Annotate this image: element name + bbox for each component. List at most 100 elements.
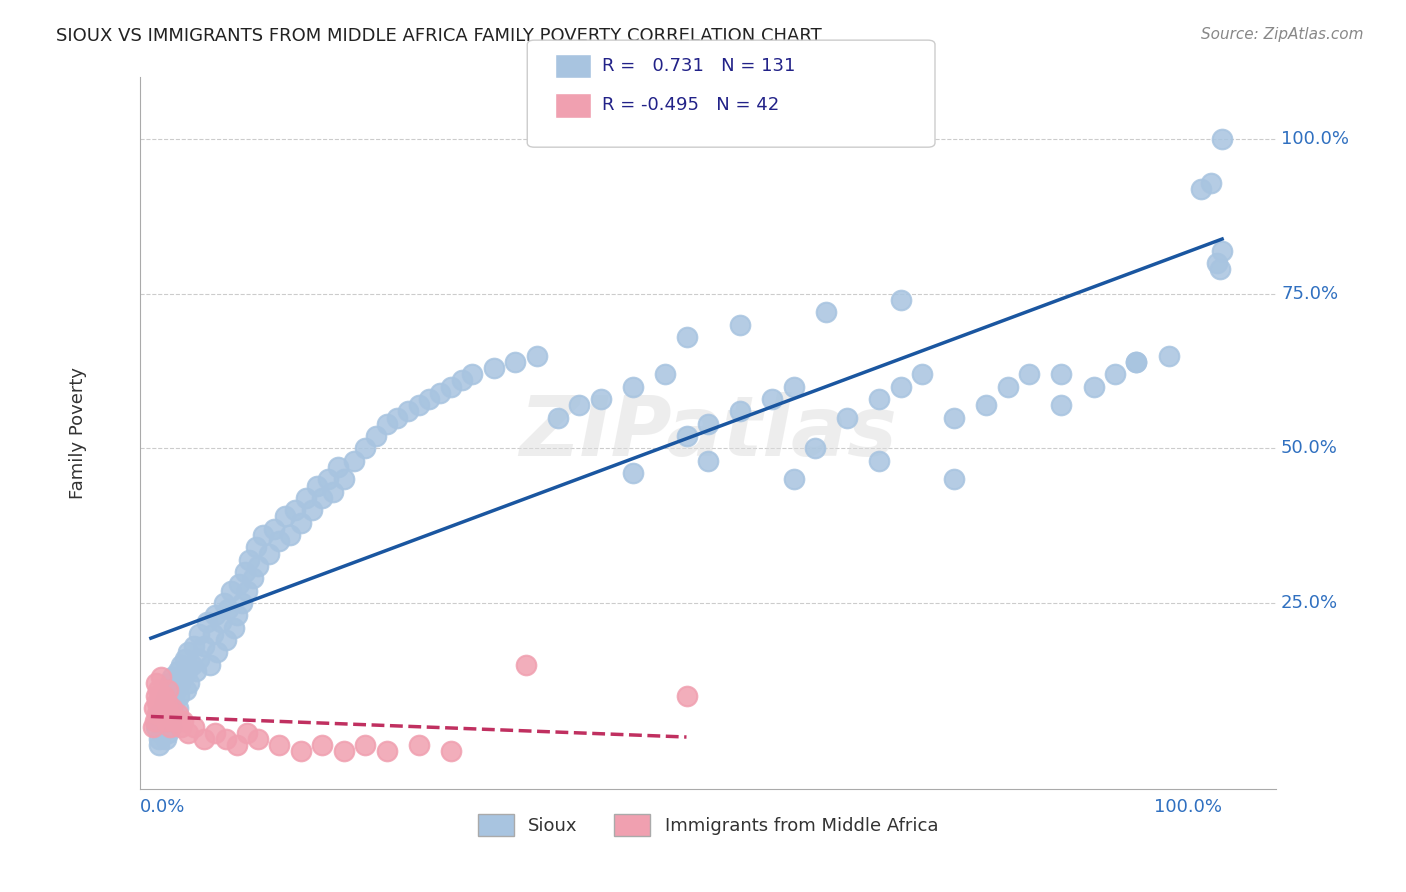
- Point: [1083, 379, 1105, 393]
- Point: [188, 651, 211, 665]
- Point: [911, 368, 934, 382]
- Point: [146, 695, 169, 709]
- Point: [1209, 262, 1232, 277]
- Point: [316, 472, 339, 486]
- Point: [209, 615, 232, 629]
- Point: [195, 615, 218, 629]
- Point: [204, 608, 226, 623]
- Point: [224, 621, 246, 635]
- Point: [184, 664, 207, 678]
- Point: [332, 744, 354, 758]
- Point: [621, 466, 644, 480]
- Point: [172, 714, 194, 728]
- Point: [252, 528, 274, 542]
- Point: [675, 689, 697, 703]
- Point: [215, 732, 238, 747]
- Point: [183, 720, 205, 734]
- Point: [156, 695, 179, 709]
- Point: [761, 392, 783, 406]
- Point: [167, 689, 190, 703]
- Point: [198, 657, 221, 672]
- Point: [375, 744, 398, 758]
- Text: 25.0%: 25.0%: [1281, 594, 1339, 612]
- Point: [997, 379, 1019, 393]
- Point: [160, 720, 183, 734]
- Point: [1018, 368, 1040, 382]
- Point: [162, 689, 184, 703]
- Point: [804, 442, 827, 456]
- Point: [450, 373, 472, 387]
- Point: [728, 318, 751, 332]
- Point: [1125, 355, 1147, 369]
- Point: [153, 720, 176, 734]
- Point: [697, 417, 720, 431]
- Point: [159, 676, 181, 690]
- Point: [284, 503, 307, 517]
- Point: [269, 738, 291, 752]
- Point: [1205, 256, 1227, 270]
- Point: [193, 640, 215, 654]
- Point: [247, 558, 270, 573]
- Point: [322, 484, 344, 499]
- Point: [231, 596, 253, 610]
- Point: [145, 720, 167, 734]
- Point: [728, 404, 751, 418]
- Point: [675, 330, 697, 344]
- Point: [215, 633, 238, 648]
- Point: [1125, 355, 1147, 369]
- Point: [148, 682, 170, 697]
- Point: [174, 651, 197, 665]
- Point: [890, 293, 912, 307]
- Point: [1050, 398, 1073, 412]
- Point: [188, 627, 211, 641]
- Point: [159, 701, 181, 715]
- Point: [295, 491, 318, 505]
- Point: [568, 398, 591, 412]
- Point: [263, 522, 285, 536]
- Point: [305, 478, 328, 492]
- Point: [212, 596, 235, 610]
- Point: [163, 695, 186, 709]
- Point: [166, 701, 188, 715]
- Point: [387, 410, 409, 425]
- Point: [162, 707, 184, 722]
- Point: [278, 528, 301, 542]
- Text: 75.0%: 75.0%: [1281, 285, 1339, 303]
- Point: [157, 714, 180, 728]
- Point: [143, 714, 166, 728]
- Point: [148, 738, 170, 752]
- Point: [146, 707, 169, 722]
- Point: [1050, 368, 1073, 382]
- Text: 0.0%: 0.0%: [141, 797, 186, 816]
- Point: [156, 707, 179, 722]
- Point: [782, 379, 804, 393]
- Point: [219, 583, 242, 598]
- Point: [868, 392, 890, 406]
- Point: [170, 720, 193, 734]
- Point: [943, 472, 966, 486]
- Point: [145, 689, 167, 703]
- Point: [515, 657, 537, 672]
- Point: [814, 305, 837, 319]
- Point: [204, 726, 226, 740]
- Point: [1201, 176, 1223, 190]
- Point: [245, 541, 267, 555]
- Point: [247, 732, 270, 747]
- Point: [159, 720, 181, 734]
- Text: 100.0%: 100.0%: [1281, 130, 1348, 148]
- Point: [1104, 368, 1126, 382]
- Point: [156, 689, 179, 703]
- Point: [332, 472, 354, 486]
- Point: [166, 664, 188, 678]
- Point: [228, 577, 250, 591]
- Point: [429, 385, 451, 400]
- Point: [162, 701, 184, 715]
- Point: [236, 726, 259, 740]
- Point: [654, 368, 676, 382]
- Point: [163, 714, 186, 728]
- Point: [225, 738, 247, 752]
- Point: [408, 738, 430, 752]
- Point: [440, 379, 463, 393]
- Point: [782, 472, 804, 486]
- Point: [149, 670, 172, 684]
